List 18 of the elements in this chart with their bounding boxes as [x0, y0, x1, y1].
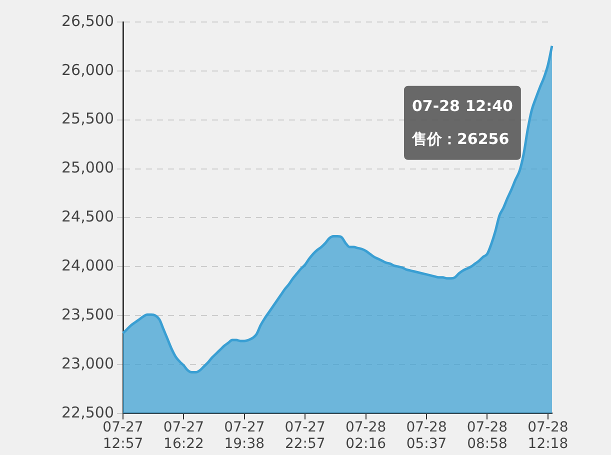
x-tick-label: 07-28 12:18 — [528, 419, 568, 452]
y-tick-label: 24,500 — [62, 208, 114, 226]
x-tick-label: 07-27 16:22 — [163, 419, 204, 452]
y-tick-label: 24,000 — [62, 256, 114, 275]
y-tick-label: 22,500 — [62, 403, 114, 422]
annotation: 07-28 12:40 售价：26256 — [411, 96, 513, 148]
x-tick-label: 07-28 08:58 — [466, 419, 508, 452]
x-tick-label: 07-27 12:57 — [102, 419, 144, 452]
y-tick-label: 23,500 — [62, 305, 114, 324]
y-tick-label: 25,000 — [62, 158, 114, 177]
x-tick-label: 07-28 02:16 — [345, 419, 386, 452]
y-tick-label: 26,500 — [62, 12, 114, 30]
y-tick-label: 25,500 — [62, 110, 114, 128]
x-tick-label: 07-27 19:38 — [224, 419, 265, 452]
x-tick-label: 07-28 05:37 — [406, 419, 447, 452]
x-tick-label: 07-27 22:57 — [284, 419, 326, 452]
y-tick-label: 26,000 — [62, 60, 114, 79]
y-tick-label: 23,000 — [62, 354, 114, 372]
